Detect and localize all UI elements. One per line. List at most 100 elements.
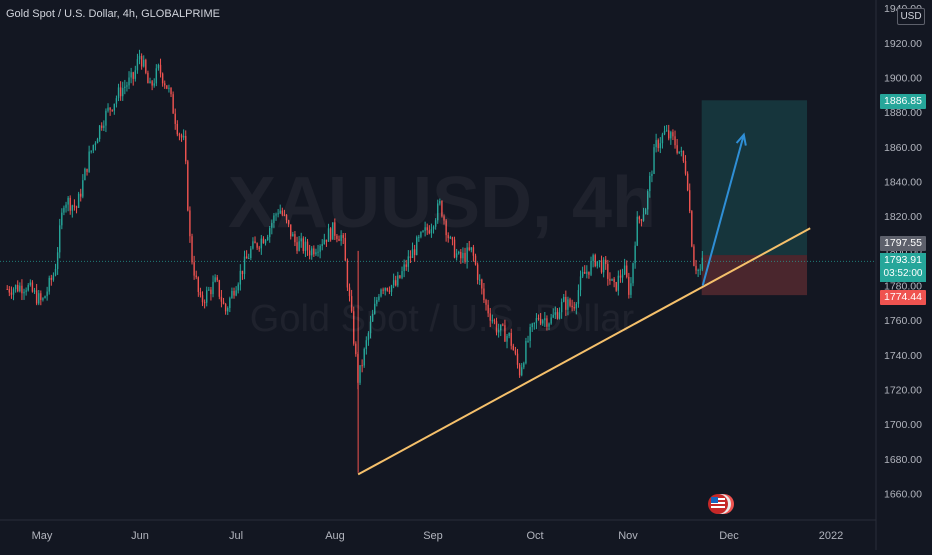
candle-body bbox=[325, 239, 328, 242]
y-tick-label: 1900.00 bbox=[884, 73, 922, 85]
candle-body bbox=[409, 256, 412, 258]
candle-body bbox=[277, 213, 279, 215]
currency-button[interactable]: USD bbox=[897, 8, 925, 25]
candle-body bbox=[493, 320, 496, 322]
candle-body bbox=[220, 296, 223, 302]
candle-body bbox=[531, 323, 533, 328]
candle-body bbox=[218, 280, 221, 297]
candle-body bbox=[52, 275, 55, 280]
x-tick-label: May bbox=[32, 530, 53, 542]
x-tick-label: Aug bbox=[325, 530, 345, 542]
target-price-tag: 1886.85 bbox=[880, 94, 926, 109]
candle-body bbox=[187, 161, 189, 211]
candle-body bbox=[212, 281, 214, 295]
candle-body bbox=[437, 203, 439, 221]
candle-body bbox=[266, 237, 269, 241]
candle-body bbox=[233, 290, 235, 296]
candle-body bbox=[395, 280, 397, 286]
candle-body bbox=[6, 288, 8, 290]
candle-body bbox=[279, 210, 281, 214]
candle-body bbox=[292, 234, 294, 237]
candle-body bbox=[262, 238, 265, 244]
candle-body bbox=[180, 135, 183, 138]
candle-body bbox=[161, 73, 164, 84]
candle-body bbox=[96, 138, 99, 144]
candle-body bbox=[300, 238, 302, 242]
candle-body bbox=[216, 277, 218, 281]
candle-body bbox=[579, 276, 582, 291]
candle-body bbox=[119, 87, 122, 97]
candle-body bbox=[264, 240, 267, 244]
candle-body bbox=[537, 318, 540, 320]
candle-body bbox=[542, 320, 544, 324]
entry-price-tag: 1797.55 bbox=[880, 236, 926, 251]
candle-body bbox=[308, 250, 311, 256]
economic-events-icon[interactable] bbox=[707, 492, 737, 516]
candle-body bbox=[691, 211, 693, 247]
candle-body bbox=[617, 275, 620, 291]
candle-body bbox=[397, 275, 399, 286]
candle-body bbox=[569, 299, 571, 306]
candle-body bbox=[140, 55, 143, 67]
candle-body bbox=[178, 134, 181, 136]
candle-body bbox=[615, 282, 617, 291]
candle-body bbox=[313, 248, 315, 255]
candle-body bbox=[111, 109, 113, 111]
candle-body bbox=[363, 348, 365, 366]
candle-body bbox=[596, 261, 599, 267]
candle-body bbox=[695, 265, 697, 271]
candle-body bbox=[332, 222, 334, 240]
candle-body bbox=[571, 305, 573, 308]
candle-body bbox=[46, 291, 48, 297]
y-tick-label: 1680.00 bbox=[884, 454, 922, 466]
candle-body bbox=[115, 98, 118, 104]
candle-body bbox=[374, 303, 376, 314]
candle-body bbox=[19, 285, 21, 292]
candle-body bbox=[487, 304, 489, 314]
candle-body bbox=[558, 312, 561, 319]
candle-body bbox=[672, 132, 674, 137]
candle-body bbox=[506, 336, 508, 342]
candle-body bbox=[256, 243, 258, 248]
x-tick-label: Sep bbox=[423, 530, 443, 542]
y-tick-label: 1700.00 bbox=[884, 419, 922, 431]
candle-body bbox=[552, 314, 554, 318]
candle-body bbox=[497, 330, 500, 333]
candle-body bbox=[634, 245, 636, 264]
candle-body bbox=[350, 296, 353, 312]
candle-body bbox=[12, 289, 15, 295]
candle-body bbox=[405, 264, 407, 267]
candle-body bbox=[399, 275, 401, 278]
watermark-name: Gold Spot / U.S. Dollar bbox=[249, 298, 635, 340]
candle-body bbox=[338, 238, 340, 241]
last-price-value: 1793.91 bbox=[884, 254, 922, 266]
candle-body bbox=[172, 94, 174, 114]
candle-body bbox=[626, 265, 628, 277]
candle-body bbox=[682, 150, 685, 161]
candle-body bbox=[636, 216, 638, 246]
candle-body bbox=[447, 235, 449, 239]
candle-body bbox=[231, 290, 233, 299]
candle-body bbox=[495, 321, 498, 333]
candle-body bbox=[23, 291, 25, 294]
candle-body bbox=[29, 282, 32, 286]
candle-body bbox=[642, 214, 645, 221]
candle-body bbox=[290, 224, 292, 237]
candle-body bbox=[40, 293, 42, 300]
candle-body bbox=[699, 269, 701, 271]
candle-body bbox=[689, 190, 691, 212]
candle-body bbox=[443, 216, 445, 221]
candle-body bbox=[678, 151, 680, 153]
candle-body bbox=[655, 140, 657, 148]
candle-body bbox=[472, 247, 475, 256]
arrow-head bbox=[735, 132, 747, 146]
candle-body bbox=[113, 103, 116, 111]
candle-body bbox=[407, 256, 410, 267]
candle-body bbox=[344, 237, 347, 261]
candle-body bbox=[598, 260, 601, 262]
candle-body bbox=[361, 365, 363, 367]
candle-body bbox=[258, 247, 260, 249]
candle-body bbox=[21, 285, 23, 294]
